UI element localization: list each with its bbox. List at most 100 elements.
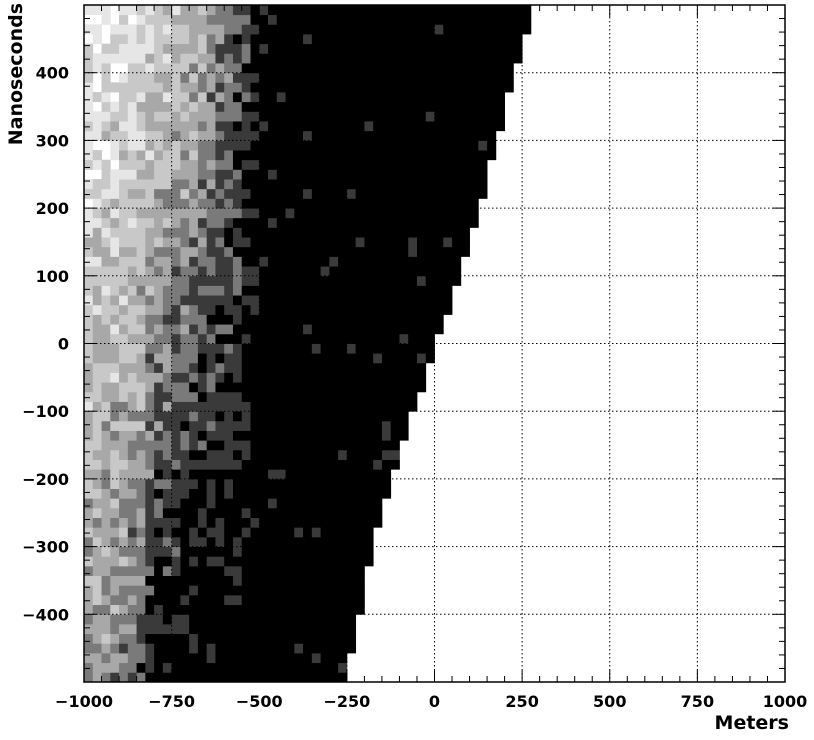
- heatmap-cell: [408, 285, 418, 296]
- heatmap-cell: [136, 517, 146, 528]
- heatmap-cell: [346, 488, 357, 499]
- heatmap-cell: [364, 469, 374, 480]
- heatmap-cell: [487, 72, 497, 83]
- heatmap-cell: [136, 575, 146, 586]
- heatmap-cell: [276, 353, 286, 364]
- heatmap-cell: [303, 14, 313, 25]
- heatmap-cell: [416, 188, 427, 199]
- heatmap-cell: [303, 324, 313, 335]
- heatmap-cell: [320, 507, 330, 518]
- heatmap-cell: [338, 546, 348, 557]
- heatmap-cell: [180, 459, 190, 470]
- heatmap-cell: [329, 556, 339, 567]
- heatmap-cell: [320, 420, 330, 431]
- heatmap-cell: [443, 159, 453, 170]
- heatmap-cell: [320, 121, 330, 132]
- heatmap-cell: [522, 5, 532, 16]
- heatmap-cell: [232, 237, 243, 248]
- heatmap-cell: [495, 82, 505, 93]
- heatmap-cell: [294, 672, 304, 683]
- heatmap-cell: [250, 662, 260, 673]
- heatmap-cell: [241, 449, 251, 460]
- heatmap-cell: [259, 266, 269, 277]
- heatmap-cell: [355, 536, 365, 547]
- heatmap-cell: [390, 372, 400, 383]
- heatmap-cell: [206, 324, 216, 335]
- heatmap-cell: [487, 82, 497, 93]
- heatmap-cell: [206, 585, 216, 596]
- heatmap-cell: [145, 140, 155, 151]
- heatmap-cell: [504, 24, 514, 35]
- heatmap-cell: [434, 304, 444, 315]
- heatmap-cell: [311, 111, 321, 122]
- heatmap-cell: [110, 662, 120, 673]
- heatmap-cell: [364, 546, 374, 557]
- heatmap-cell: [197, 440, 208, 451]
- heatmap-cell: [171, 188, 181, 199]
- heatmap-cell: [127, 275, 137, 286]
- heatmap-cell: [285, 382, 295, 393]
- heatmap-cell: [338, 111, 348, 122]
- heatmap-cell: [355, 150, 365, 161]
- heatmap-cell: [285, 285, 295, 296]
- heatmap-cell: [224, 343, 234, 354]
- heatmap-cell: [338, 150, 348, 161]
- heatmap-cell: [127, 643, 137, 654]
- heatmap-cell: [206, 594, 216, 606]
- heatmap-cell: [329, 488, 339, 499]
- heatmap-cell: [320, 449, 330, 460]
- heatmap-cell: [259, 130, 269, 141]
- heatmap-cell: [162, 517, 173, 528]
- heatmap-cell: [320, 343, 330, 354]
- heatmap-cell: [320, 237, 330, 248]
- heatmap-cell: [136, 411, 146, 422]
- heatmap-cell: [232, 140, 243, 151]
- heatmap-cell: [408, 382, 418, 393]
- heatmap-cell: [250, 430, 260, 441]
- heatmap-cell: [355, 266, 365, 277]
- heatmap-cell: [197, 488, 208, 499]
- heatmap-cell: [259, 662, 269, 673]
- heatmap-cell: [478, 188, 488, 199]
- heatmap-cell: [162, 498, 173, 509]
- heatmap-cell: [215, 672, 225, 683]
- heatmap-cell: [250, 314, 260, 325]
- heatmap-cell: [101, 362, 111, 373]
- heatmap-cell: [171, 459, 181, 470]
- heatmap-cell: [250, 333, 260, 344]
- heatmap-cell: [119, 150, 129, 161]
- heatmap-cell: [232, 24, 243, 35]
- heatmap-cell: [311, 594, 321, 606]
- heatmap-cell: [224, 208, 234, 219]
- heatmap-cell: [215, 333, 225, 344]
- heatmap-cell: [460, 227, 470, 238]
- heatmap-cell: [84, 440, 94, 451]
- heatmap-cell: [250, 188, 260, 199]
- heatmap-cell: [232, 43, 243, 54]
- heatmap-cell: [276, 266, 286, 277]
- heatmap-cell: [294, 498, 304, 509]
- heatmap-cell: [259, 478, 269, 489]
- heatmap-cell: [469, 198, 479, 209]
- heatmap-cell: [294, 72, 304, 83]
- heatmap-cell: [84, 498, 94, 509]
- heatmap-cell: [399, 372, 409, 383]
- heatmap-cell: [110, 198, 120, 209]
- heatmap-cell: [311, 353, 321, 364]
- heatmap-cell: [92, 275, 102, 286]
- heatmap-cell: [434, 314, 444, 325]
- heatmap-cell: [399, 420, 409, 431]
- heatmap-cell: [355, 469, 365, 480]
- heatmap-cell: [329, 266, 339, 277]
- heatmap-cell: [189, 101, 199, 112]
- heatmap-cell: [189, 575, 199, 586]
- heatmap-cell: [276, 517, 286, 528]
- heatmap-cell: [276, 585, 286, 596]
- heatmap-cell: [303, 411, 313, 422]
- heatmap-cell: [154, 353, 164, 364]
- heatmap-cell: [92, 594, 102, 606]
- heatmap-cell: [110, 585, 120, 596]
- heatmap-cell: [171, 246, 181, 257]
- heatmap-cell: [215, 459, 225, 470]
- heatmap-cell: [364, 372, 374, 383]
